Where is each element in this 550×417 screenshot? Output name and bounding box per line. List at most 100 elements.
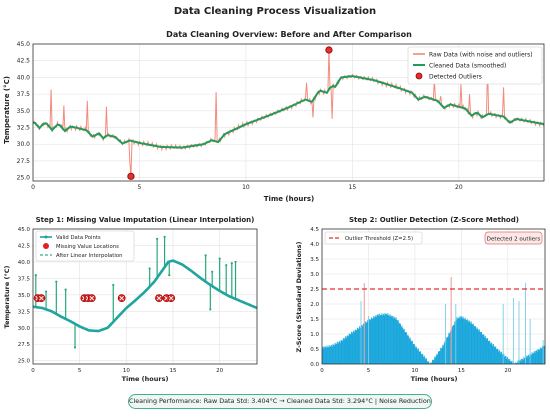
x-tick-label: 10: [123, 368, 130, 374]
zscore-bar: [400, 326, 402, 364]
zscore-bar: [335, 344, 337, 364]
zscore-bar: [324, 346, 326, 364]
zscore-bar: [374, 317, 375, 364]
zscore-bar: [395, 317, 397, 364]
zscore-bar: [345, 338, 347, 364]
zscore-bar: [436, 353, 438, 364]
zscore-bar: [463, 319, 465, 364]
zscore-bar: [421, 353, 423, 364]
outlier-count-text: Detected 2 outliers: [487, 236, 541, 242]
y-tick-label: 40.0: [17, 74, 31, 81]
zscore-bar: [361, 324, 363, 364]
zscore-bar: [408, 338, 410, 364]
zscore-bar: [386, 314, 388, 364]
zscore-bar: [374, 316, 376, 364]
zscore-bar: [365, 322, 367, 364]
zscore-bar: [472, 323, 474, 364]
zscore-bar: [540, 349, 542, 364]
imputation-chart: Step 1: Missing Value Imputation (Linear…: [3, 216, 258, 383]
zscore-bar: [479, 332, 481, 364]
zscore-bar: [423, 357, 425, 364]
zscore-bar: [400, 324, 401, 364]
zscore-bar: [422, 354, 424, 364]
zscore-bar: [469, 321, 471, 364]
zscore-bar: [323, 348, 325, 364]
x-tick-label: 5: [138, 184, 142, 191]
zscore-bar: [366, 321, 368, 364]
legend-outlier-label: Detected Outliers: [429, 74, 482, 81]
zscore-bar: [325, 347, 327, 364]
zscore-bar: [484, 337, 485, 364]
zscore-bar: [388, 315, 390, 364]
zscore-bar: [346, 335, 348, 364]
zscore-bar: [461, 318, 463, 364]
zscore-bar: [483, 334, 485, 364]
y-tick-label: 37.5: [18, 276, 31, 282]
zscore-bar: [501, 351, 503, 364]
zscore-bar: [387, 313, 389, 364]
legend-valid-dot: [44, 235, 48, 239]
imputation-legend: [35, 230, 135, 262]
missing-value-cross: [89, 295, 95, 301]
zscore-bar: [337, 343, 339, 364]
valid-data-point: [209, 308, 212, 311]
legend-missing-swatch: [43, 243, 49, 249]
zscore-bar: [533, 352, 535, 364]
zscore-bar: [389, 314, 391, 364]
zscore-bar: [492, 345, 494, 364]
zscore-bar: [329, 347, 331, 364]
zscore-bar: [461, 316, 462, 364]
zscore-bar: [343, 339, 345, 364]
zscore-bar: [424, 357, 426, 364]
zscore-bar: [399, 322, 401, 364]
zscore-bar: [500, 353, 502, 364]
zscore-bar: [416, 347, 418, 364]
overview-chart: Data Cleaning Overview: Before and After…: [3, 30, 545, 203]
zscore-bar: [495, 346, 497, 364]
zscore-bar: [336, 343, 338, 364]
zscore-bar: [371, 318, 373, 364]
zscore-ylabel: Z-Score (Standard Deviations): [295, 241, 303, 352]
valid-data-point: [211, 270, 214, 273]
zscore-bar: [342, 340, 344, 364]
zscore-bar: [535, 350, 537, 364]
zscore-bar: [507, 358, 509, 364]
zscore-bar: [354, 329, 356, 364]
imputation-xlabel: Time (hours): [122, 375, 169, 383]
zscore-bar: [330, 345, 332, 364]
y-tick-label: 0.0: [310, 362, 319, 368]
zscore-bar: [415, 346, 417, 364]
zscore-bar: [477, 329, 479, 364]
performance-text: Cleaning Performance: Raw Data Std: 3.40…: [129, 397, 432, 405]
missing-value-cross: [119, 295, 124, 301]
zscore-bar: [369, 318, 371, 364]
zscore-bar: [449, 333, 451, 364]
valid-data-point: [73, 346, 77, 349]
zscore-bar: [513, 363, 515, 364]
plot-frame: [321, 228, 546, 365]
outlier-point: [127, 172, 135, 180]
zscore-bar: [491, 343, 493, 364]
zscore-bar: [434, 357, 436, 364]
zscore-bar: [437, 354, 439, 364]
x-tick-label: 5: [78, 368, 82, 374]
zscore-bar: [437, 351, 439, 364]
zscore-bar: [377, 314, 379, 364]
zscore-bar: [537, 348, 539, 364]
zscore-bar: [476, 327, 478, 364]
zscore-bar: [527, 355, 529, 364]
zscore-bar: [353, 330, 355, 364]
zscore-bar: [430, 362, 432, 364]
zscore-bar: [452, 326, 454, 364]
zscore-bar: [495, 349, 497, 364]
zscore-bar: [406, 335, 408, 364]
zscore-bar: [426, 358, 428, 364]
zscore-bar: [443, 345, 445, 364]
imputation-title: Step 1: Missing Value Imputation (Linear…: [36, 216, 255, 224]
legend-outlier-swatch: [415, 72, 423, 80]
zscore-bar: [350, 334, 352, 364]
zscore-bar: [474, 325, 476, 364]
performance-summary: Cleaning Performance: Raw Data Std: 3.40…: [128, 394, 432, 409]
zscore-bar: [405, 332, 407, 364]
